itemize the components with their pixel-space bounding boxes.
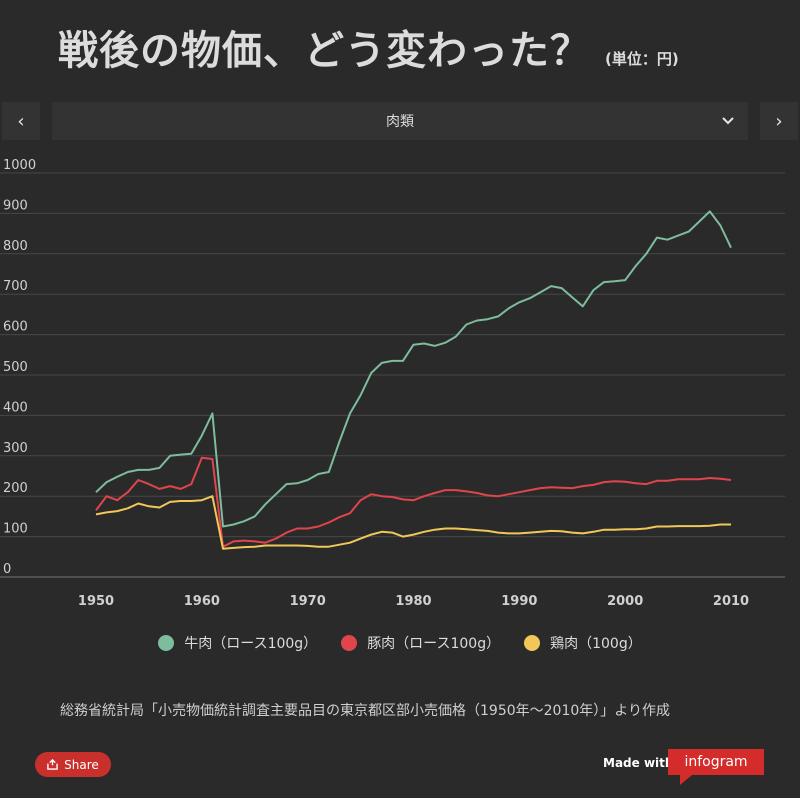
legend-dot-beef [158, 635, 175, 651]
series-line-beef [95, 210, 732, 528]
x-tick-label: 1950 [78, 594, 114, 609]
prev-button[interactable]: ‹ [2, 102, 40, 140]
legend-label-beef: 牛肉（ロース100g） [184, 636, 318, 652]
chevron-left-icon: ‹ [17, 110, 25, 132]
series-line-pork [95, 456, 732, 548]
next-button[interactable]: › [760, 102, 798, 140]
infogram-badge-tail [680, 775, 692, 785]
legend-item-beef[interactable]: 牛肉（ロース100g） [158, 633, 317, 653]
y-tick-label: 900 [3, 198, 28, 213]
x-tick-label: 1990 [501, 594, 537, 609]
legend: 牛肉（ロース100g） 豚肉（ロース100g） 鶏肉（100g） [0, 633, 800, 653]
y-tick-label: 400 [3, 400, 28, 415]
y-tick-label: 100 [3, 522, 28, 537]
legend-dot-pork [341, 635, 358, 651]
share-icon [47, 759, 58, 770]
y-tick-label: 500 [3, 360, 28, 375]
legend-item-chicken[interactable]: 鶏肉（100g） [524, 633, 642, 653]
x-tick-label: 1980 [395, 594, 431, 609]
x-tick-label: 2000 [607, 594, 643, 609]
y-tick-label: 200 [3, 481, 28, 496]
line-chart: 0 100 200 300 400 500 600 700 800 900 1000 1950 1960… [0, 158, 785, 609]
y-tick-label: 1000 [3, 158, 36, 173]
y-tick-label: 300 [3, 441, 28, 456]
legend-label-pork: 豚肉（ロース100g） [367, 636, 501, 652]
page-title: 戦後の物価、どう変わった？ [58, 28, 591, 74]
x-tick-label: 1970 [290, 594, 326, 609]
y-tick-label: 700 [3, 279, 28, 294]
chevron-right-icon: › [775, 110, 783, 132]
share-label: Share [64, 757, 99, 772]
category-select[interactable]: 肉類 [52, 102, 748, 140]
series-line-chicken [95, 495, 731, 550]
y-tick-label: 0 [3, 562, 11, 577]
infogram-link[interactable]: infogram [668, 749, 764, 775]
chevron-down-icon [722, 117, 734, 125]
legend-item-pork[interactable]: 豚肉（ロース100g） [341, 633, 500, 653]
x-tick-label: 2010 [713, 594, 749, 609]
legend-dot-chicken [524, 635, 541, 651]
unit-label: (単位：円) [605, 50, 679, 68]
title-row: 戦後の物価、どう変わった？ (単位：円) [58, 18, 679, 88]
y-tick-label: 600 [3, 320, 28, 335]
x-tick-label: 1960 [184, 594, 220, 609]
share-button[interactable]: Share [35, 752, 111, 777]
y-tick-label: 800 [3, 239, 28, 254]
category-select-value: 肉類 [386, 114, 414, 130]
source-note: 総務省統計局「小売物価統計調査主要品目の東京都区部小売価格（1950年〜2010… [60, 703, 670, 719]
made-with-label: Made with [603, 756, 674, 770]
legend-label-chicken: 鶏肉（100g） [550, 636, 642, 652]
